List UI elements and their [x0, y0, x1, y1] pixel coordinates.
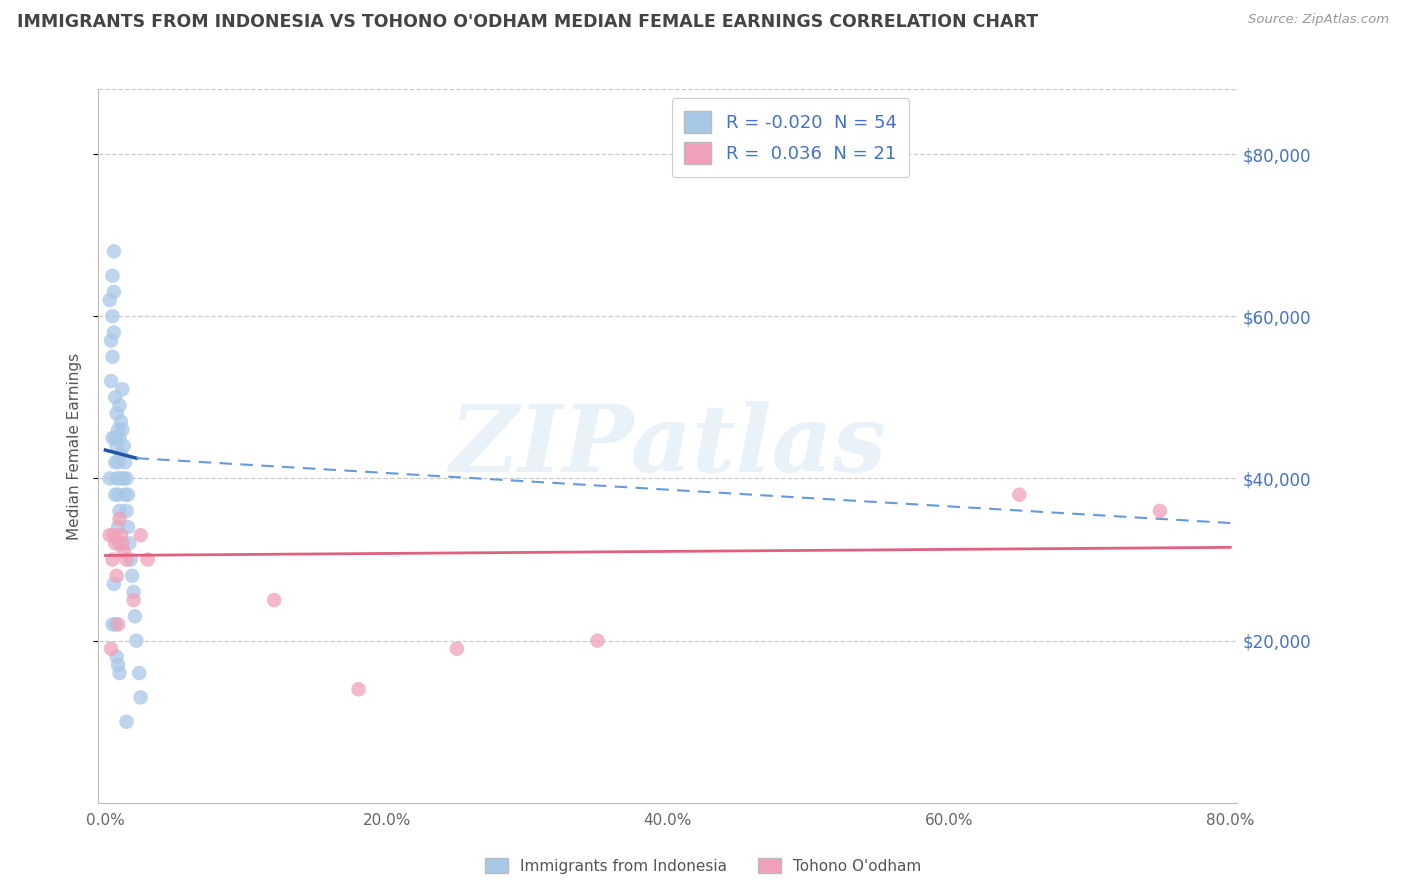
Point — [108, 536, 131, 550]
Point — [115, 552, 138, 566]
Point — [103, 577, 125, 591]
Point — [107, 617, 129, 632]
Point — [1008, 488, 1031, 502]
Point — [107, 455, 129, 469]
Point — [112, 544, 135, 558]
Point — [108, 399, 131, 413]
Point — [105, 649, 128, 664]
Point — [446, 641, 468, 656]
Point — [110, 415, 132, 429]
Point — [110, 447, 132, 461]
Point — [103, 326, 125, 340]
Point — [108, 431, 131, 445]
Y-axis label: Median Female Earnings: Median Female Earnings — [66, 352, 82, 540]
Point — [129, 528, 152, 542]
Point — [103, 528, 125, 542]
Point — [101, 350, 124, 364]
Point — [108, 504, 131, 518]
Point — [114, 488, 136, 502]
Point — [112, 471, 135, 485]
Point — [1149, 504, 1171, 518]
Point — [101, 431, 124, 445]
Text: IMMIGRANTS FROM INDONESIA VS TOHONO O'ODHAM MEDIAN FEMALE EARNINGS CORRELATION C: IMMIGRANTS FROM INDONESIA VS TOHONO O'OD… — [17, 13, 1038, 31]
Point — [98, 528, 121, 542]
Point — [121, 568, 143, 582]
Text: Source: ZipAtlas.com: Source: ZipAtlas.com — [1249, 13, 1389, 27]
Point — [103, 244, 125, 259]
Point — [101, 617, 124, 632]
Point — [98, 293, 121, 307]
Point — [104, 431, 127, 445]
Point — [128, 666, 150, 681]
Point — [100, 641, 122, 656]
Point — [124, 609, 146, 624]
Point — [129, 690, 152, 705]
Point — [136, 552, 159, 566]
Point — [104, 455, 127, 469]
Point — [101, 268, 124, 283]
Point — [110, 528, 132, 542]
Point — [105, 471, 128, 485]
Point — [108, 666, 131, 681]
Legend: R = -0.020  N = 54, R =  0.036  N = 21: R = -0.020 N = 54, R = 0.036 N = 21 — [672, 98, 910, 177]
Point — [108, 471, 131, 485]
Point — [115, 714, 138, 729]
Point — [105, 407, 128, 421]
Point — [122, 585, 145, 599]
Point — [101, 552, 124, 566]
Point — [104, 617, 127, 632]
Point — [347, 682, 370, 697]
Point — [104, 390, 127, 404]
Point — [117, 488, 139, 502]
Point — [118, 536, 141, 550]
Point — [107, 520, 129, 534]
Point — [111, 423, 134, 437]
Point — [101, 310, 124, 324]
Point — [263, 593, 285, 607]
Text: ZIPatlas: ZIPatlas — [450, 401, 886, 491]
Point — [111, 382, 134, 396]
Point — [100, 374, 122, 388]
Point — [125, 633, 148, 648]
Point — [98, 471, 121, 485]
Point — [100, 334, 122, 348]
Point — [108, 512, 131, 526]
Point — [105, 439, 128, 453]
Point — [107, 423, 129, 437]
Point — [114, 455, 136, 469]
Point — [107, 657, 129, 672]
Point — [112, 439, 135, 453]
Point — [115, 504, 138, 518]
Legend: Immigrants from Indonesia, Tohono O'odham: Immigrants from Indonesia, Tohono O'odha… — [479, 852, 927, 880]
Point — [117, 520, 139, 534]
Point — [120, 552, 142, 566]
Point — [586, 633, 609, 648]
Point — [111, 536, 134, 550]
Point — [122, 593, 145, 607]
Point — [104, 536, 127, 550]
Point — [107, 488, 129, 502]
Point — [103, 285, 125, 299]
Point — [105, 568, 128, 582]
Point — [104, 488, 127, 502]
Point — [115, 471, 138, 485]
